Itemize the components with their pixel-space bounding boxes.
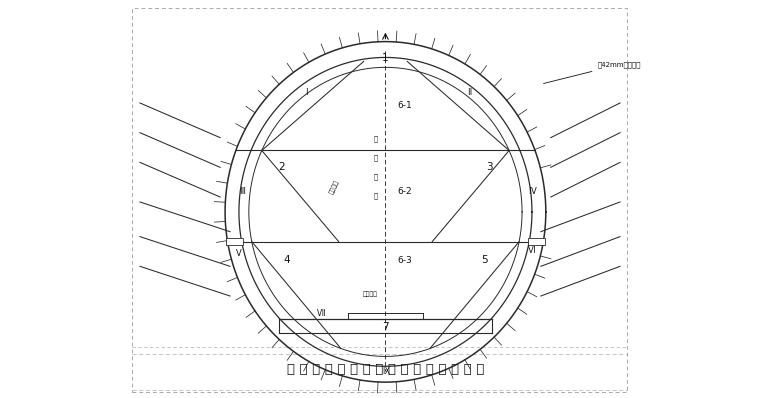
Text: 6-1: 6-1 xyxy=(397,101,412,110)
Text: 2: 2 xyxy=(278,162,285,172)
Text: Ⅳ: Ⅳ xyxy=(528,187,536,196)
Text: 开挖进尺: 开挖进尺 xyxy=(328,179,340,195)
Text: 隧: 隧 xyxy=(374,136,378,142)
Text: Ⅰ: Ⅰ xyxy=(305,88,308,97)
Text: 线: 线 xyxy=(374,192,378,199)
Text: Ⅵ: Ⅵ xyxy=(528,246,536,256)
Text: 1: 1 xyxy=(382,53,389,63)
Text: 7: 7 xyxy=(382,322,389,332)
Text: 搢42mm模射杆串: 搢42mm模射杆串 xyxy=(543,61,641,84)
Text: 仰拱范围: 仰拱范围 xyxy=(363,291,378,297)
Text: 道: 道 xyxy=(374,154,378,161)
Text: 6-3: 6-3 xyxy=(397,256,412,265)
Bar xyxy=(527,238,546,245)
Text: 5: 5 xyxy=(481,256,488,265)
Text: Ⅸ: Ⅸ xyxy=(382,367,389,376)
Text: Ⅴ: Ⅴ xyxy=(236,250,242,258)
Bar xyxy=(226,238,243,245)
FancyBboxPatch shape xyxy=(132,8,627,392)
Text: 6-2: 6-2 xyxy=(397,187,412,196)
Text: Ⅲ: Ⅲ xyxy=(239,187,245,196)
Text: 3: 3 xyxy=(486,162,492,172)
Text: 4: 4 xyxy=(283,256,290,265)
Text: Ⅶ: Ⅶ xyxy=(317,309,325,318)
Text: 中: 中 xyxy=(374,173,378,180)
Text: Ⅱ: Ⅱ xyxy=(467,88,472,97)
Text: 三 合 阶 七 步 法 施 工 工 序 横 断 面 示 意 图: 三 合 阶 七 步 法 施 工 工 序 横 断 面 示 意 图 xyxy=(287,363,484,376)
